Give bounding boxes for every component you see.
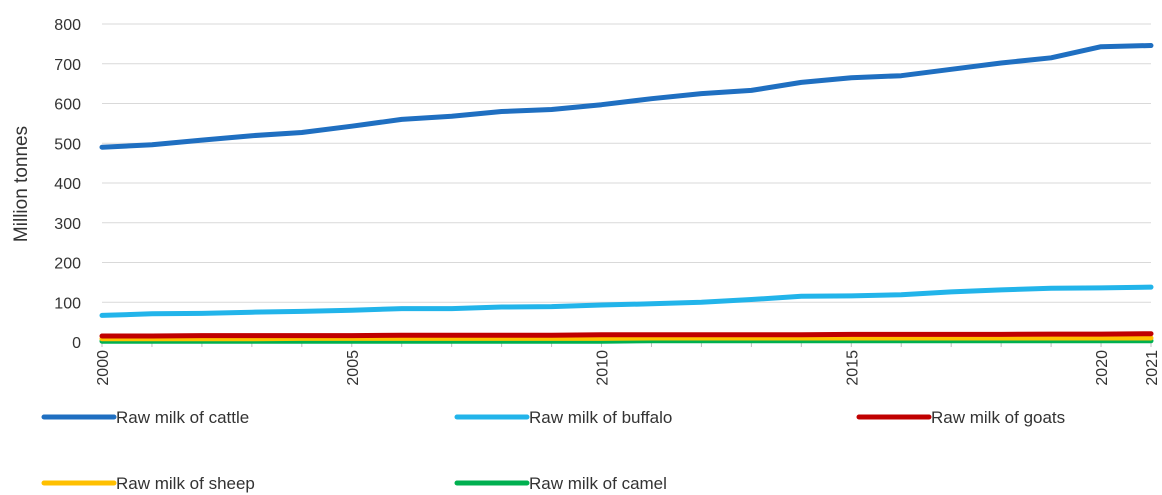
series-line-raw-milk-of-buffalo bbox=[99, 284, 1154, 318]
y-tick-label: 300 bbox=[54, 216, 81, 233]
x-tick-label: 2020 bbox=[1094, 350, 1111, 386]
x-tick-label: 2015 bbox=[844, 350, 861, 386]
y-tick-label: 700 bbox=[54, 57, 81, 74]
x-tick-label: 2010 bbox=[595, 350, 612, 386]
y-tick-label: 400 bbox=[54, 176, 81, 193]
y-tick-label: 200 bbox=[54, 256, 81, 273]
x-tick-label: 2021 bbox=[1144, 350, 1161, 386]
y-axis-title: Million tonnes bbox=[11, 126, 32, 242]
legend-label: Raw milk of buffalo bbox=[529, 408, 672, 427]
legend-label: Raw milk of camel bbox=[529, 474, 667, 493]
x-tick-label: 2005 bbox=[345, 350, 362, 386]
y-tick-label: 800 bbox=[54, 17, 81, 34]
series-line-raw-milk-of-sheep bbox=[99, 335, 1154, 342]
legend-label: Raw milk of sheep bbox=[116, 474, 255, 493]
legend: Raw milk of cattle Raw milk of buffalo Raw… bbox=[41, 408, 1065, 493]
y-tick-label: 100 bbox=[54, 295, 81, 312]
axes: 0 100 200 300 400 500 600 700 800 2000 2005 2010 201… bbox=[54, 17, 1161, 386]
series-line-raw-milk-of-cattle bbox=[99, 43, 1154, 150]
y-tick-label: 0 bbox=[72, 335, 81, 352]
series-lines bbox=[99, 43, 1154, 344]
y-tick-label: 500 bbox=[54, 136, 81, 153]
legend-label: Raw milk of goats bbox=[931, 408, 1065, 427]
legend-label: Raw milk of cattle bbox=[116, 408, 249, 427]
x-tick-label: 2000 bbox=[95, 350, 112, 386]
y-tick-label: 600 bbox=[54, 97, 81, 114]
series-line-raw-milk-of-goats bbox=[99, 331, 1154, 339]
